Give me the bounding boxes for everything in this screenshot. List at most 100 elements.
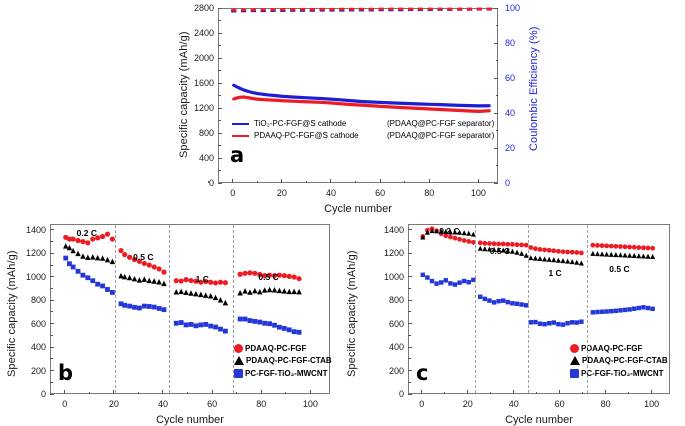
panel-a-y-tick: 2000 bbox=[193, 53, 214, 63]
panel-a-x-tick: 0 bbox=[230, 188, 236, 198]
panel-b-x-minor-tickmark bbox=[137, 391, 139, 394]
panel-b-y-tick: 1000 bbox=[25, 271, 46, 282]
panel-c-legend-tri-marker bbox=[570, 356, 580, 366]
panel-a-y-tick: 1200 bbox=[193, 103, 214, 113]
panel-b-rate-divider bbox=[169, 225, 171, 393]
panel-b-y-tick: 1200 bbox=[25, 248, 46, 259]
panel-a-y-tick: 800 bbox=[198, 128, 214, 138]
panel-a-legend-separator-note: (PDAAQ@PC-FGF separator) bbox=[387, 131, 495, 141]
panel-b-y-minor-tickmark bbox=[50, 287, 53, 289]
panel-b-y-minor-tickmark bbox=[50, 334, 53, 336]
panel-c-y-minor-tickmark bbox=[408, 381, 411, 383]
panel-c-x-tickmark bbox=[559, 390, 561, 394]
panel-b-legend-item: PC-FGF-TiO₂-MWCNT bbox=[234, 367, 332, 380]
panel-c-y-tickmark bbox=[408, 393, 412, 395]
panel-c-y-tick: 0 bbox=[398, 389, 404, 399]
panel-a-secondary-y-tickmark bbox=[494, 7, 498, 9]
panel-c-y-minor-tickmark bbox=[408, 311, 411, 313]
panel-c-y-minor-tickmark bbox=[408, 287, 411, 289]
panel-b-x-tickmark bbox=[64, 390, 66, 394]
panel-c-x-minor-tickmark bbox=[582, 391, 584, 394]
panel-c-legend-item: PDAAQ-PC-FGF bbox=[570, 342, 668, 355]
panel-b-x-axis-label: Cycle number bbox=[156, 414, 224, 426]
panel-c-rate-divider bbox=[474, 225, 476, 393]
panel-a-x-tickmark bbox=[330, 179, 332, 183]
panel-c-x-tick: 80 bbox=[600, 399, 611, 409]
panel-c: Specific capacity (mAh/g) Cycle number c… bbox=[340, 214, 685, 426]
panel-b-y-minor-tickmark bbox=[50, 311, 53, 313]
panel-a-y-tickmark bbox=[218, 182, 222, 184]
panel-a-x-tickmark bbox=[232, 179, 234, 183]
panel-a-legend-item: TiO₂-PC-FGF@S cathode (PDAAQ@PC-FGF separ… bbox=[232, 119, 494, 131]
panel-c-x-tick: 40 bbox=[508, 399, 519, 409]
panel-b-y-tickmark bbox=[50, 299, 54, 301]
panel-a-x-minor-tickmark bbox=[355, 180, 357, 183]
panel-c-y-minor-tickmark bbox=[408, 334, 411, 336]
panel-a-data-layer bbox=[231, 7, 492, 113]
panel-a-y-tickmark bbox=[218, 132, 222, 134]
panel-a-y-tick: 2800 bbox=[193, 3, 214, 13]
panel-a-secondary-y-tick: 20 bbox=[505, 143, 516, 153]
panel-c-y-tick: 1200 bbox=[383, 248, 404, 259]
panel-c-legend-label: PC-FGF-TiO₂-MWCNT bbox=[581, 368, 664, 378]
panel-a-x-minor-tickmark bbox=[207, 180, 209, 183]
panel-b-x-tickmark bbox=[211, 390, 213, 394]
panel-c-legend-item: PC-FGF-TiO₂-MWCNT bbox=[570, 367, 668, 380]
panel-b-legend-item: PDAAQ-PC-FGF bbox=[234, 342, 332, 355]
panel-a-plot-area bbox=[218, 7, 498, 183]
panel-a-y-minor-tickmark bbox=[218, 70, 221, 71]
panel-a-y-minor-tickmark bbox=[218, 120, 221, 121]
panel-b-letter: b bbox=[58, 361, 74, 385]
panel-c-legend: PDAAQ-PC-FGF PDAAQ-PC-FGF-CTAB PC-FGF-TiO₂… bbox=[570, 342, 668, 380]
panel-c-y-tick: 600 bbox=[388, 318, 404, 329]
panel-b-legend: PDAAQ-PC-FGF PDAAQ-PC-FGF-CTAB PC-FGF-TiO₂… bbox=[234, 342, 332, 380]
panel-c-x-tick: 0 bbox=[419, 399, 425, 409]
panel-c-x-tickmark bbox=[467, 390, 469, 394]
panel-a-x-tickmark bbox=[477, 179, 479, 183]
panel-a-y-minor-tickmark bbox=[218, 20, 221, 21]
panel-b-y-tickmark bbox=[50, 346, 54, 348]
panel-a-y-tickmark bbox=[218, 82, 222, 84]
panel-c-y-tick: 400 bbox=[388, 342, 404, 353]
panel-a-letter: a bbox=[230, 143, 245, 167]
panel-c-x-axis-label: Cycle number bbox=[505, 414, 573, 426]
panel-b-legend-item: PDAAQ-PC-FGF-CTAB bbox=[234, 355, 332, 368]
panel-c-y-axis-label: Specific capacity (mAh/g) bbox=[346, 250, 358, 377]
panel-b-legend-label: PDAAQ-PC-FGF-CTAB bbox=[246, 356, 332, 366]
panel-a-secondary-y-minor-tickmark bbox=[495, 60, 498, 61]
panel-c-y-tickmark bbox=[408, 252, 412, 254]
panel-c-y-tickmark bbox=[408, 299, 412, 301]
panel-b-x-tick: 40 bbox=[157, 399, 168, 409]
panel-b-y-tick: 200 bbox=[30, 365, 46, 376]
panel-a-x-minor-tickmark bbox=[256, 180, 258, 183]
panel-a-x-axis-label: Cycle number bbox=[324, 203, 392, 215]
panel-c-x-minor-tickmark bbox=[490, 391, 492, 394]
panel-b-y-tickmark bbox=[50, 276, 54, 278]
panel-c-rate-label: 0.5 C bbox=[489, 246, 511, 256]
panel-a-legend-item: PDAAQ-PC-FGF@S cathode (PDAAQ@PC-FGF sepa… bbox=[232, 131, 494, 143]
panel-c-letter: c bbox=[416, 361, 429, 385]
panel-c-x-tickmark bbox=[421, 390, 423, 394]
panel-b-legend-circle-marker bbox=[234, 343, 243, 353]
panel-c-y-minor-tickmark bbox=[408, 358, 411, 360]
panel-a-y-tickmark bbox=[218, 7, 222, 9]
panel-c-y-tickmark bbox=[408, 346, 412, 348]
panel-b-x-minor-tickmark bbox=[88, 391, 90, 394]
panel-b-rate-label: 0.5 C bbox=[258, 272, 279, 282]
panel-c-x-minor-tickmark bbox=[628, 391, 630, 394]
panel-a-y-minor-tickmark bbox=[218, 145, 221, 146]
panel-a-x-minor-tickmark bbox=[404, 180, 406, 183]
panel-b-y-minor-tickmark bbox=[50, 241, 53, 243]
panel-a-secondary-y-tickmark bbox=[494, 147, 498, 149]
panel-c-x-minor-tickmark bbox=[536, 391, 538, 394]
panel-a-x-tickmark bbox=[379, 179, 381, 183]
panel-c-data-layer bbox=[420, 226, 656, 327]
panel-a-legend-label: PDAAQ-PC-FGF@S cathode bbox=[254, 131, 359, 141]
panel-a-y-tickmark bbox=[218, 157, 222, 159]
panel-a-secondary-y-tick: 100 bbox=[505, 3, 521, 13]
panel-b: Specific capacity (mAh/g) Cycle number b… bbox=[0, 214, 345, 426]
panel-c-x-tick: 60 bbox=[554, 399, 565, 409]
panel-c-legend-circle-marker bbox=[570, 343, 579, 353]
panel-c-y-tickmark bbox=[408, 370, 412, 372]
panel-a-secondary-y-tick: 60 bbox=[505, 73, 516, 83]
